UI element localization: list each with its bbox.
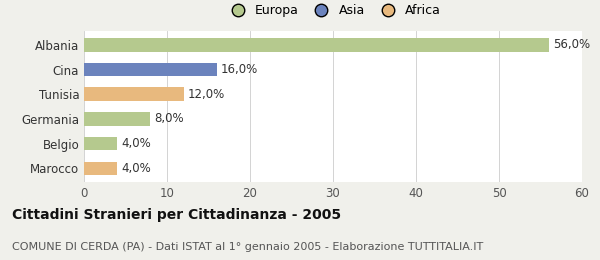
Text: 16,0%: 16,0% <box>221 63 258 76</box>
Text: 12,0%: 12,0% <box>188 88 225 101</box>
Legend: Europa, Asia, Africa: Europa, Asia, Africa <box>220 0 446 22</box>
Text: 8,0%: 8,0% <box>155 113 184 126</box>
Bar <box>84 161 117 175</box>
Bar <box>84 63 217 76</box>
Text: 4,0%: 4,0% <box>121 162 151 175</box>
Text: Cittadini Stranieri per Cittadinanza - 2005: Cittadini Stranieri per Cittadinanza - 2… <box>12 208 341 222</box>
Bar <box>84 38 549 52</box>
Bar <box>84 112 151 126</box>
Bar <box>84 137 117 151</box>
Text: 4,0%: 4,0% <box>121 137 151 150</box>
Bar <box>84 87 184 101</box>
Text: COMUNE DI CERDA (PA) - Dati ISTAT al 1° gennaio 2005 - Elaborazione TUTTITALIA.I: COMUNE DI CERDA (PA) - Dati ISTAT al 1° … <box>12 242 483 252</box>
Text: 56,0%: 56,0% <box>553 38 590 51</box>
